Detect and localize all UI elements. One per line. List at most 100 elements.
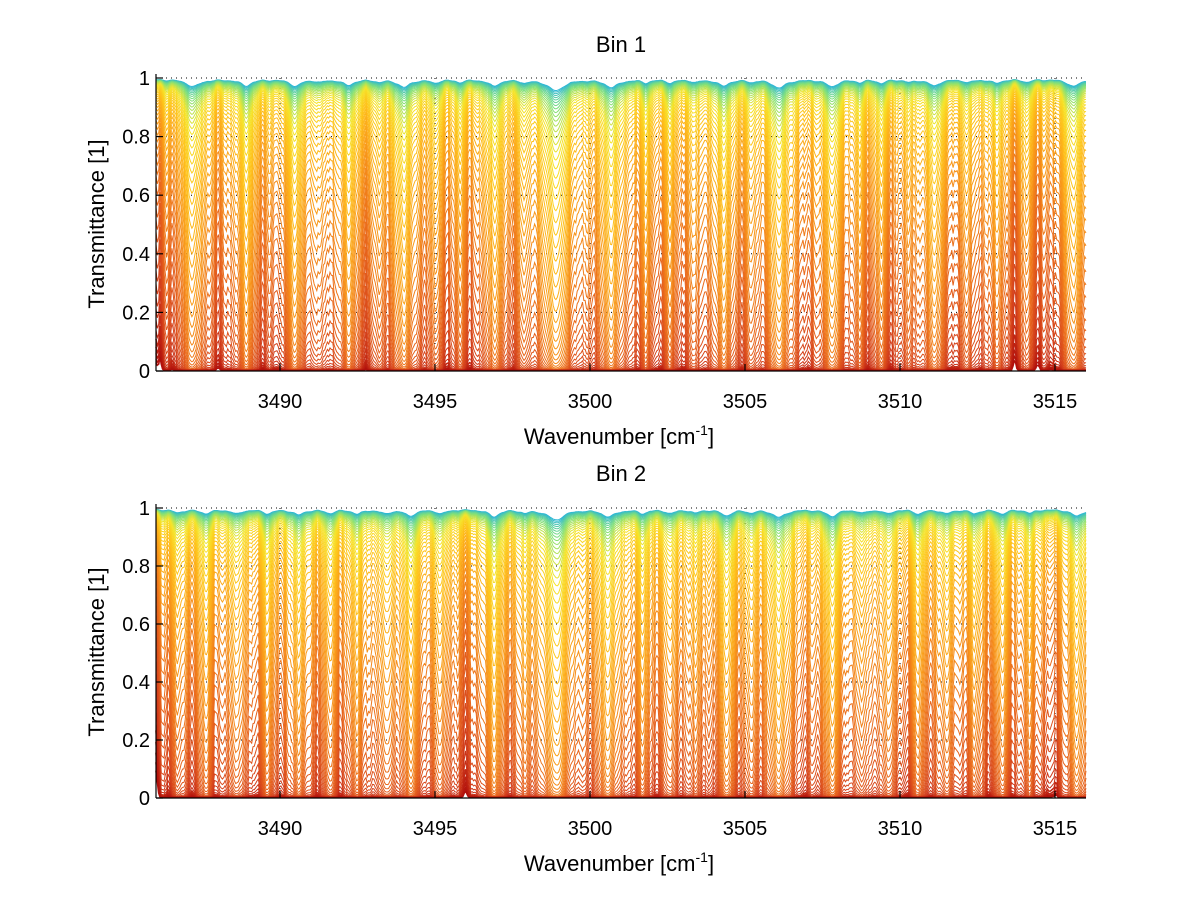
series-line: [155, 513, 1087, 604]
x-tick-label: 3505: [723, 391, 768, 413]
series-line: [155, 79, 1087, 101]
series-line: [155, 88, 1087, 224]
y-tick-label: 0: [139, 788, 150, 810]
series-line: [155, 171, 1087, 371]
series-line: [155, 80, 1087, 114]
series-line: [155, 214, 1087, 371]
series-line: [155, 527, 1087, 735]
y-tick-label: 0.4: [122, 672, 150, 694]
y-tick-label: 0.6: [122, 614, 150, 636]
series-line: [155, 562, 1087, 795]
series-line: [155, 87, 1087, 212]
x-tick-labels: 3490 3495 3500 3505 3510 3515: [258, 391, 1078, 413]
series-line: [155, 513, 1087, 595]
x-tick-label: 3490: [258, 391, 303, 413]
series-line: [155, 80, 1087, 110]
panel-bin-1: Bin 1 3490 3495 3500 3505 3510 3515 0 0.2 0.4 0.…: [84, 32, 1087, 449]
x-axis-label-suffix: ]: [708, 851, 714, 876]
series-line: [155, 110, 1087, 334]
series-line: [155, 583, 1087, 798]
panel-bin-2: Bin 2 3490 3495 3500 3505 3510 3515 0 0.2 0.4 0.…: [84, 461, 1087, 876]
series-line: [155, 85, 1087, 190]
series-line: [155, 84, 1087, 170]
x-axis-label-text: Wavenumber [cm: [524, 851, 696, 876]
series-line: [155, 81, 1087, 133]
series-line: [155, 516, 1087, 647]
series-line: [155, 519, 1087, 672]
series-line: [155, 181, 1087, 371]
series-line: [155, 122, 1087, 356]
series-line: [155, 543, 1087, 781]
x-axis-label: Wavenumber [cm-1]: [524, 849, 714, 876]
series-line: [155, 162, 1087, 371]
series-line: [155, 86, 1087, 200]
x-tick-label: 3510: [878, 818, 923, 840]
series-line: [155, 520, 1087, 685]
series-line: [155, 609, 1087, 798]
series-line: [155, 619, 1087, 798]
series-line: [155, 133, 1087, 365]
series-line: [155, 84, 1087, 180]
series-line: [155, 591, 1087, 798]
y-axis-label: Transmittance [1]: [84, 567, 109, 736]
series-line: [155, 630, 1087, 798]
panel-title: Bin 2: [596, 461, 646, 486]
series-line: [155, 511, 1087, 579]
series-line: [155, 81, 1087, 127]
x-axis-label: Wavenumber [cm-1]: [524, 422, 714, 449]
series-line: [155, 509, 1087, 535]
axes: [155, 504, 1086, 799]
series-line: [155, 140, 1087, 367]
series-line: [155, 96, 1087, 288]
series-line: [155, 511, 1087, 572]
series-group: [155, 78, 1087, 372]
y-tick-label: 0: [139, 361, 150, 383]
series-line: [155, 118, 1087, 350]
series-line: [155, 510, 1087, 550]
series-line: [155, 91, 1087, 249]
series-line: [155, 517, 1087, 659]
x-axis-label-superscript: -1: [696, 422, 709, 438]
x-tick-label: 3515: [1033, 818, 1078, 840]
series-line: [155, 127, 1087, 361]
y-tick-labels: 0 0.2 0.4 0.6 0.8 1: [122, 68, 150, 383]
series-line: [155, 522, 1087, 698]
x-axis-label-text: Wavenumber [cm: [524, 424, 696, 449]
series-line: [155, 94, 1087, 276]
series-line: [155, 654, 1087, 798]
series-line: [155, 79, 1087, 107]
x-tick-label: 3495: [413, 818, 458, 840]
series-line: [155, 113, 1087, 343]
series-line: [155, 557, 1087, 793]
y-tick-label: 0.8: [122, 127, 150, 149]
y-tick-label: 0.8: [122, 556, 150, 578]
series-line: [155, 83, 1087, 161]
x-axis-label-suffix: ]: [708, 424, 714, 449]
y-axis-label: Transmittance [1]: [84, 139, 109, 308]
series-line: [155, 523, 1087, 711]
series-line: [155, 191, 1087, 371]
series-line: [155, 547, 1087, 786]
series-line: [155, 512, 1087, 587]
series-line: [155, 568, 1087, 797]
series-line: [155, 89, 1087, 237]
series-line: [155, 509, 1087, 538]
panel-title: Bin 1: [596, 32, 646, 57]
series-line: [155, 575, 1087, 798]
series-line: [155, 82, 1087, 153]
x-tick-label: 3495: [413, 391, 458, 413]
series-line: [155, 103, 1087, 313]
series-line: [155, 510, 1087, 560]
series-line: [155, 79, 1087, 104]
x-tick-label: 3490: [258, 818, 303, 840]
x-tick-label: 3515: [1033, 391, 1078, 413]
series-line: [155, 147, 1087, 369]
series-line: [155, 510, 1087, 546]
x-tick-label: 3500: [568, 818, 613, 840]
series-line: [155, 92, 1087, 262]
series-line: [155, 515, 1087, 625]
series-line: [155, 514, 1087, 614]
series-line: [155, 532, 1087, 757]
series-line: [155, 530, 1087, 747]
